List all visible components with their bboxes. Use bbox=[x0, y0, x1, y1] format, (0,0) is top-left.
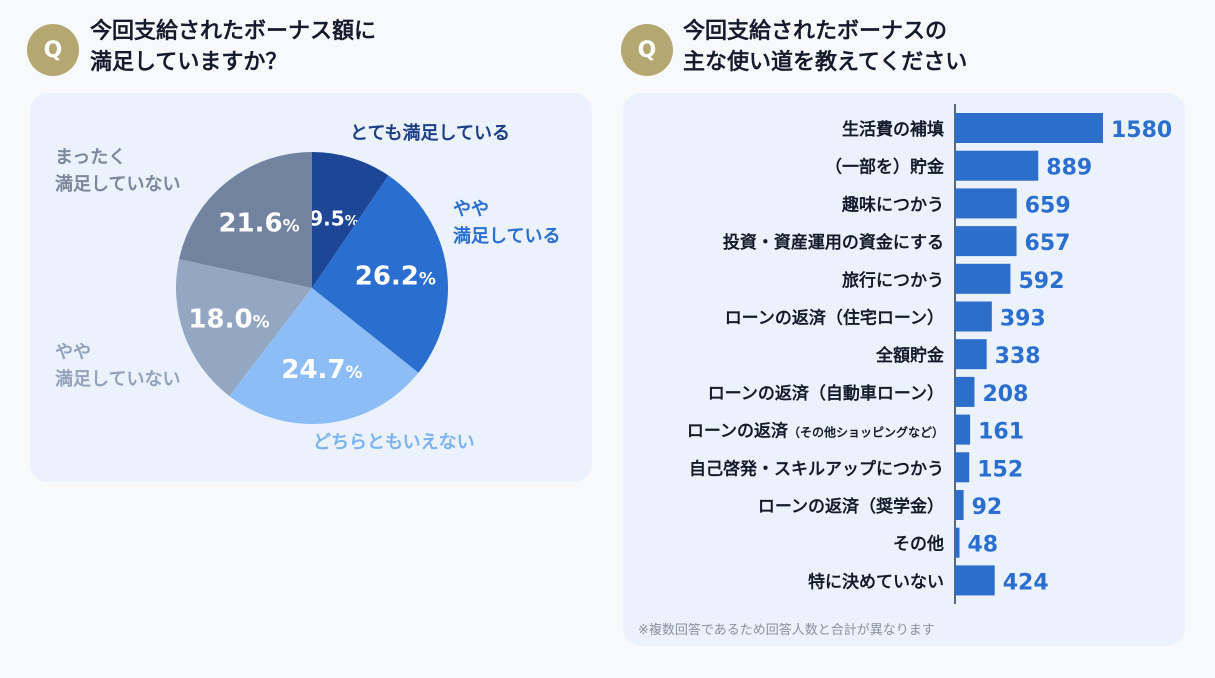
bar bbox=[955, 150, 1039, 181]
bar bbox=[955, 452, 970, 483]
bar bbox=[955, 263, 1011, 294]
pie-percent-label: 18.0% bbox=[188, 304, 269, 334]
satisfaction-pie-chart: 9.5% とても満足している 26.2% やや満足している 24.7% どちらともいえない… bbox=[55, 122, 560, 453]
pie-percent-label: 26.2% bbox=[355, 261, 436, 291]
bar-value-label: 338 bbox=[995, 344, 1041, 369]
bar bbox=[955, 188, 1017, 219]
bar bbox=[955, 490, 964, 520]
bar bbox=[955, 226, 1017, 257]
bar-category-label: 全額貯金 bbox=[875, 345, 945, 366]
bar-category-label: ローンの返済（自動車ローン） bbox=[708, 383, 944, 404]
bar-chart-panel bbox=[623, 93, 1185, 646]
pie-slice bbox=[179, 152, 312, 288]
bar-category-label: 投資・資産運用の資金にする bbox=[723, 232, 944, 253]
question-title-left: 今回支給されたボーナス額に 満足していますか？ bbox=[90, 16, 376, 78]
question-badge-left: Q bbox=[27, 24, 79, 76]
bar-value-label: 152 bbox=[977, 457, 1023, 482]
pie-percent-label: 24.7% bbox=[281, 355, 362, 385]
bar-value-label: 161 bbox=[978, 420, 1024, 445]
bar-value-label: 92 bbox=[972, 495, 1003, 520]
question-badge-right: Q bbox=[621, 24, 673, 76]
bar-value-label: 592 bbox=[1018, 269, 1064, 294]
pie-slice bbox=[176, 259, 312, 396]
pie-percent-label: 21.6% bbox=[218, 208, 299, 238]
bar bbox=[955, 376, 975, 407]
pie-slice bbox=[229, 288, 419, 425]
pie-category-label: やや満足している bbox=[453, 199, 560, 247]
pie-category-label: とても満足している bbox=[350, 122, 510, 144]
pie-percent-label: 9.5% bbox=[309, 207, 358, 231]
bar-value-label: 208 bbox=[982, 382, 1028, 407]
question-title-right-line1: 今回支給されたボーナスの bbox=[683, 19, 948, 44]
footnote: ※複数回答であるため回答人数と合計が異なります bbox=[638, 623, 935, 638]
bar-category-label: ローンの返済（住宅ローン） bbox=[725, 308, 944, 329]
question-title-left-line1: 今回支給されたボーナス額に bbox=[90, 19, 377, 44]
bar-category-label: ローンの返済（その他ショッピングなど） bbox=[687, 421, 944, 442]
bar-category-label: 自己啓発・スキルアップにつかう bbox=[689, 458, 944, 479]
bar-value-label: 889 bbox=[1046, 156, 1092, 181]
bar-category-label: ローンの返済（奨学金） bbox=[758, 496, 944, 517]
bar bbox=[955, 565, 995, 596]
question-title-right-line2: 主な使い道を教えてください bbox=[683, 50, 968, 75]
pie-category-label: やや満足していない bbox=[55, 342, 180, 390]
bar bbox=[955, 339, 987, 370]
bar-value-label: 1580 bbox=[1111, 118, 1172, 143]
bar bbox=[955, 414, 971, 445]
bar-value-label: 48 bbox=[967, 533, 998, 558]
bar-value-label: 657 bbox=[1025, 231, 1071, 256]
bar bbox=[955, 527, 960, 558]
bar-category-label: 旅行につかう bbox=[842, 270, 944, 291]
question-title-right: 今回支給されたボーナスの 主な使い道を教えてください bbox=[683, 16, 967, 78]
bar-category-label: 生活費の補填 bbox=[842, 119, 944, 140]
bar-category-label: 趣味につかう bbox=[841, 194, 944, 215]
pie-slice bbox=[312, 175, 448, 373]
question-title-left-line2: 満足していますか？ bbox=[90, 50, 288, 75]
pie-category-label: どちらともいえない bbox=[313, 432, 475, 453]
bar-category-label: その他 bbox=[893, 534, 944, 555]
bar-value-label: 424 bbox=[1003, 570, 1049, 595]
pie-category-label: まったく満足していない bbox=[55, 147, 180, 195]
bar-category-label: 特に決めていない bbox=[808, 571, 944, 592]
bar-value-label: 659 bbox=[1025, 193, 1071, 218]
bar bbox=[955, 113, 1103, 143]
bar-value-label: 393 bbox=[1000, 307, 1046, 332]
bar-category-label: （一部を）貯金 bbox=[825, 157, 945, 178]
bar bbox=[955, 301, 992, 332]
pie-slice bbox=[312, 152, 389, 288]
